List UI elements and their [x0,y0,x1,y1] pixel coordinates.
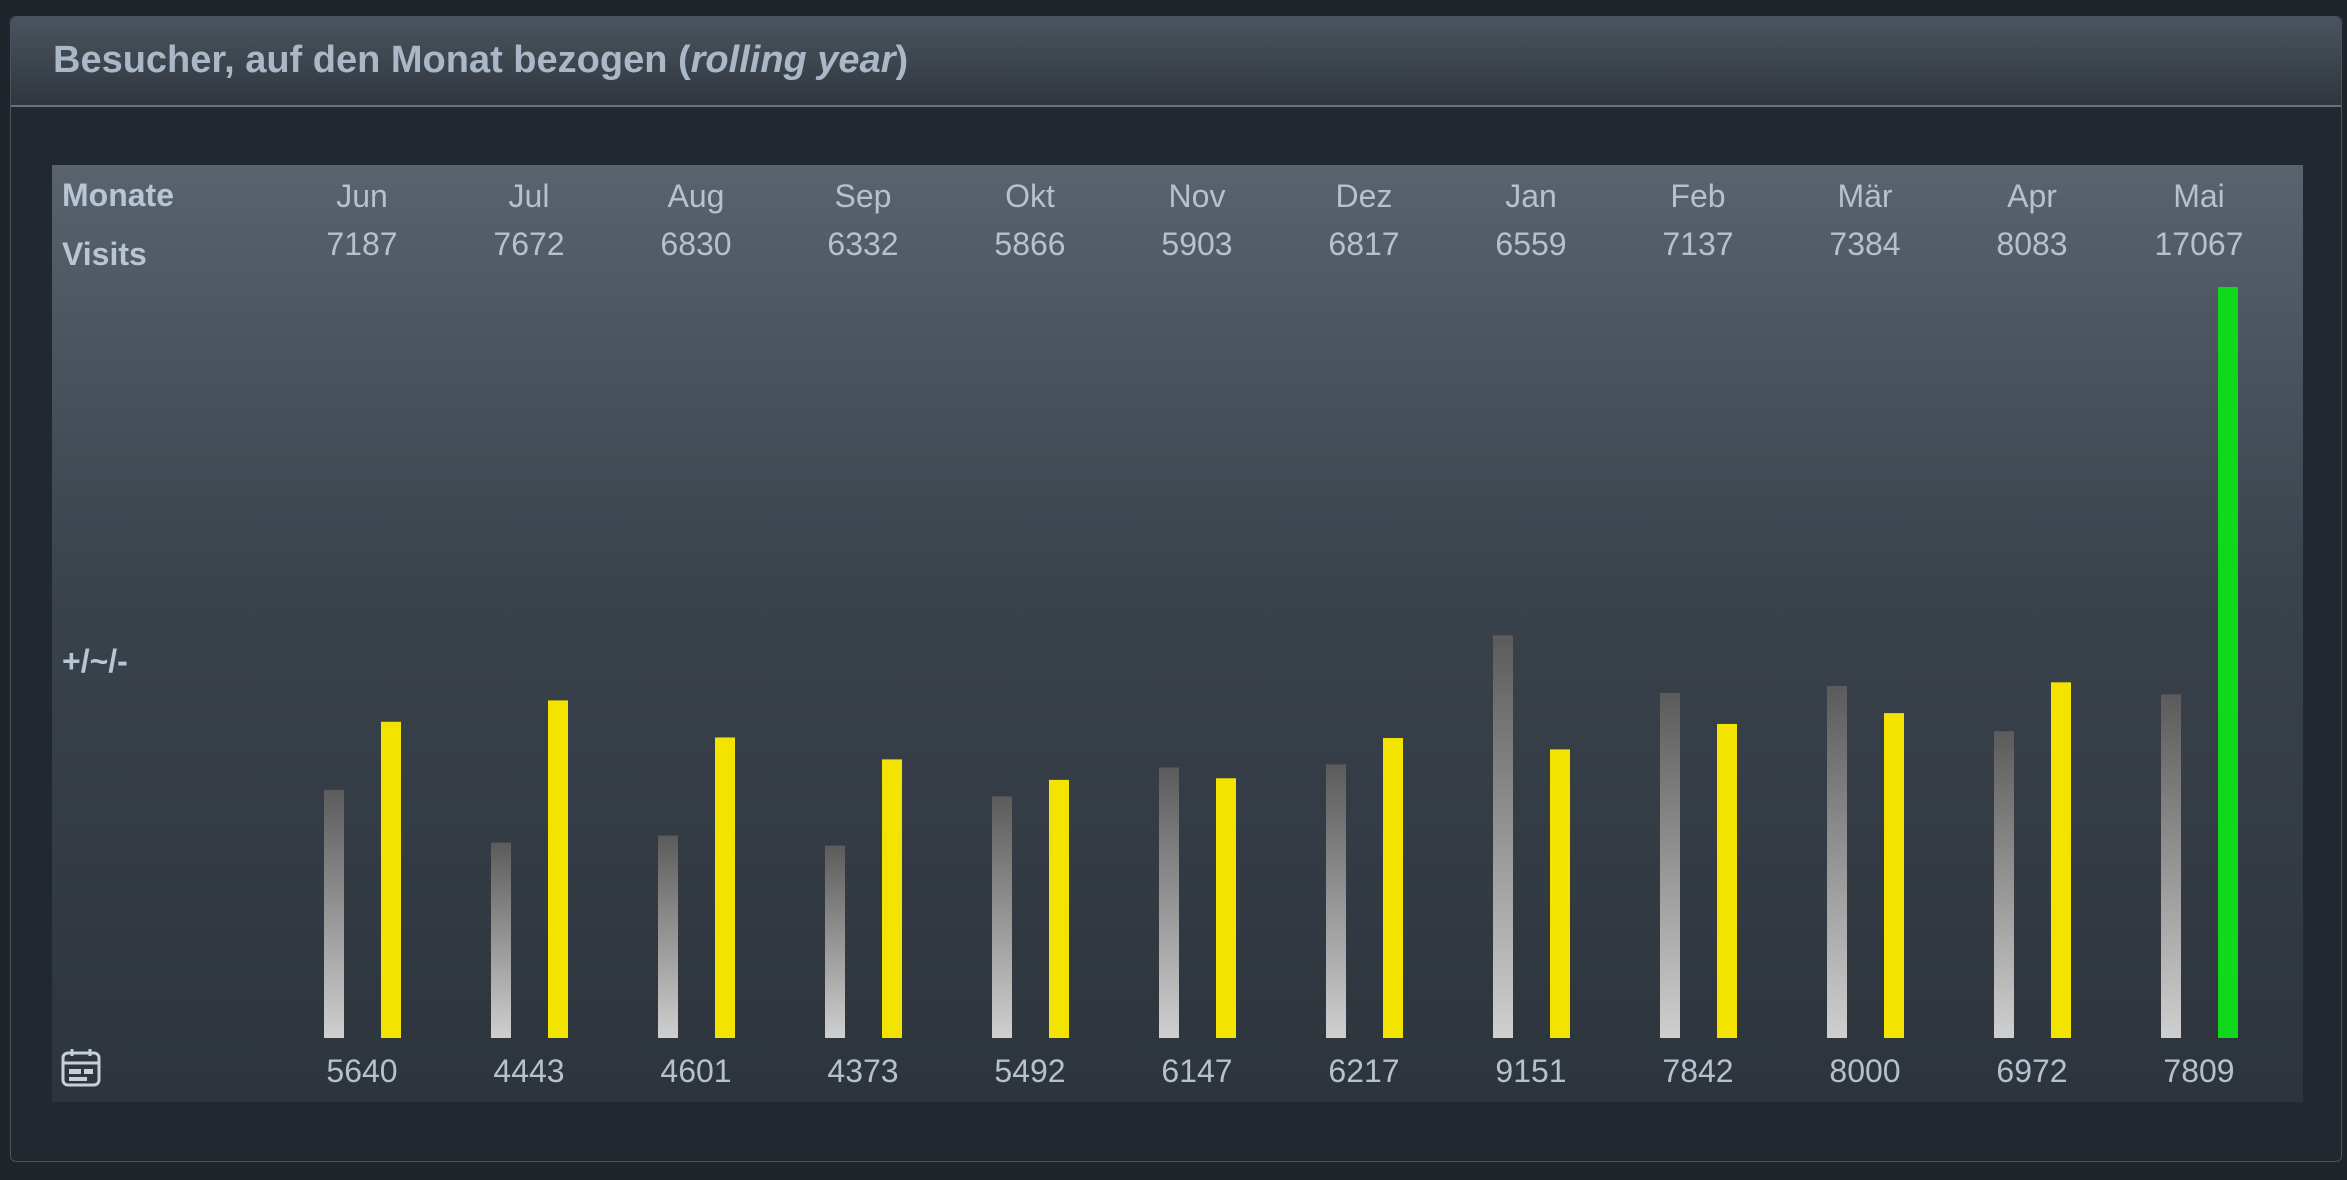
prev-year-bar [1994,731,2014,1038]
visits-value-label: 6817 [1328,226,1399,262]
panel-title-italic: rolling year [690,39,896,81]
current-year-bar [882,759,902,1038]
visits-value-label: 17067 [2155,226,2244,262]
visits-value-label: 7187 [326,226,397,262]
prev-year-bar [1326,764,1346,1038]
current-year-bar [1216,778,1236,1038]
prev-year-value-label: 5640 [326,1053,397,1089]
visits-value-label: 5866 [994,226,1065,262]
prev-year-value-label: 4373 [827,1053,898,1089]
prev-year-value-label: 8000 [1829,1053,1900,1089]
prev-year-bar [658,835,678,1038]
month-label: Mai [2173,178,2225,214]
month-label: Jun [336,178,388,214]
current-year-bar [1717,723,1737,1038]
prev-year-value-label: 7809 [2163,1053,2234,1089]
prev-year-bar [1493,635,1513,1038]
prev-year-bar [825,845,845,1038]
panel-title-end: ) [895,39,909,81]
months-row-label: Monate [62,177,174,213]
visits-row-label: Visits [62,236,147,272]
month-label: Mär [1837,178,1892,214]
prev-year-bar [1660,692,1680,1038]
prev-year-value-label: 4601 [660,1053,731,1089]
current-year-bar [1049,779,1069,1038]
panel-title-text: Besucher, auf den Monat bezogen ( [53,39,691,81]
visits-value-label: 5903 [1161,226,1232,262]
month-label: Aug [668,178,725,214]
prev-year-value-label: 5492 [994,1053,1065,1089]
prev-year-bar [324,789,344,1038]
prev-year-bar [1159,767,1179,1038]
current-year-bar [2051,682,2071,1038]
current-year-bar [1884,713,1904,1038]
visits-value-label: 6830 [660,226,731,262]
prev-year-bar [992,796,1012,1038]
month-label: Okt [1005,178,1055,214]
current-year-bar [548,700,568,1038]
visits-value-label: 7137 [1662,226,1733,262]
prev-year-value-label: 6147 [1161,1053,1232,1089]
prev-year-value-label: 4443 [493,1053,564,1089]
month-label: Jul [509,178,550,214]
chart-area: Monate Visits +/~/- Jun 7187 5640 Jul 7672 44… [52,165,2303,1102]
month-label: Jan [1505,178,1557,214]
current-year-bar [381,721,401,1038]
prev-year-value-label: 6217 [1328,1053,1399,1089]
month-label: Dez [1336,178,1393,214]
prev-year-value-label: 9151 [1495,1053,1566,1089]
prev-year-bar [1827,685,1847,1038]
visits-value-label: 6559 [1495,226,1566,262]
month-label: Feb [1670,178,1725,214]
visits-value-label: 8083 [1996,226,2067,262]
month-label: Sep [835,178,892,214]
visits-value-label: 7384 [1829,226,1900,262]
prev-year-bar [2161,694,2181,1038]
panel-header: Besucher, auf den Monat bezogen (rolling… [11,17,2341,107]
panel-title: Besucher, auf den Monat bezogen (rolling… [53,39,908,82]
bar-chart-svg: Jun 7187 5640 Jul 7672 4443 Aug 6830 4601 Sep 6332… [324,178,2244,1089]
highlight-bar [2218,287,2238,1038]
current-year-bar [1550,749,1570,1038]
diff-row-label: +/~/- [62,643,128,679]
prev-year-value-label: 6972 [1996,1053,2067,1089]
prev-year-value-label: 7842 [1662,1053,1733,1089]
prev-year-bar [491,842,511,1038]
current-year-bar [1383,738,1403,1038]
visits-value-label: 7672 [493,226,564,262]
visits-value-label: 6332 [827,226,898,262]
calendar-card-icon[interactable] [60,1047,102,1089]
current-year-bar [715,737,735,1038]
month-label: Nov [1169,178,1226,214]
month-label: Apr [2007,178,2057,214]
